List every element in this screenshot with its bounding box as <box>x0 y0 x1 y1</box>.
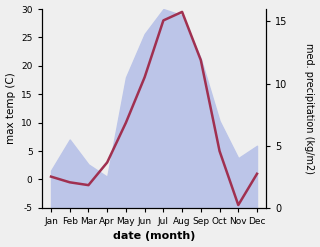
X-axis label: date (month): date (month) <box>113 231 195 242</box>
Y-axis label: max temp (C): max temp (C) <box>5 73 16 144</box>
Y-axis label: med. precipitation (kg/m2): med. precipitation (kg/m2) <box>304 43 315 174</box>
